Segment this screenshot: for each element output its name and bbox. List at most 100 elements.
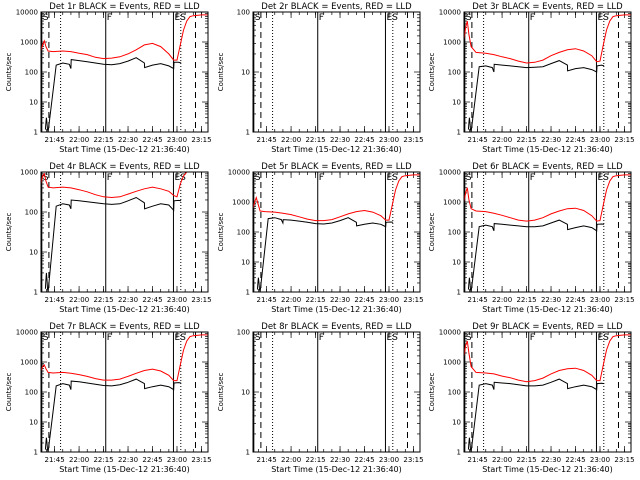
x-tick-label: 22:00: [69, 136, 89, 144]
x-tick-label: 22:30: [330, 456, 350, 464]
x-axis-label: Start Time (15-Dec-12 21:36:40): [271, 145, 402, 154]
axis-ticks: [41, 331, 208, 453]
x-tick-label: 22:45: [354, 296, 374, 304]
x-tick-label: 22:15: [516, 456, 536, 464]
y-tick-label: 10000: [439, 329, 461, 337]
x-tick-label: 23:00: [167, 456, 187, 464]
axis-ticks: [464, 11, 631, 133]
x-tick-label: 23:15: [191, 296, 211, 304]
chart-title: Det 5r BLACK = Events, RED = LLD: [261, 162, 412, 172]
y-axis-label: Counts/sec: [428, 53, 436, 92]
y-tick-label: 10: [452, 419, 461, 427]
axis-ticks: [464, 171, 631, 293]
y-tick-label: 10: [241, 389, 250, 397]
marker-label: S: [466, 173, 472, 183]
chart-panel: Det 8r BLACK = Events, RED = LLD Counts/s…: [217, 322, 424, 474]
y-tick-label: 10: [241, 69, 250, 77]
x-tick-label: 22:15: [305, 136, 325, 144]
x-tick-label: 23:15: [614, 296, 634, 304]
marker-label: ES: [174, 173, 186, 183]
marker-label: F: [107, 13, 112, 23]
y-tick-label: 100: [237, 229, 250, 237]
marker-label: F: [107, 173, 112, 183]
chart-panel: Det 5r BLACK = Events, RED = LLD Counts/s…: [217, 162, 424, 314]
marker-label: S: [466, 333, 472, 343]
y-tick-label: 100: [237, 9, 250, 17]
x-tick-label: 21:45: [257, 136, 277, 144]
chart-title: Det 6r BLACK = Events, RED = LLD: [472, 162, 623, 172]
series-lld-line: [464, 174, 631, 222]
x-tick-label: 22:45: [565, 296, 585, 304]
x-tick-label: 23:00: [590, 456, 610, 464]
series-lld-line: [41, 14, 208, 61]
x-tick-label: 23:15: [191, 136, 211, 144]
axis-ticks: [41, 11, 208, 133]
x-axis-label: Start Time (15-Dec-12 21:36:40): [59, 305, 190, 314]
y-axis-label: Counts/sec: [217, 213, 225, 252]
series-lld-line: [41, 334, 208, 382]
x-tick-label: 23:00: [379, 456, 399, 464]
series-lld-line: [253, 174, 420, 222]
y-tick-label: 10: [29, 419, 38, 427]
marker-label: ES: [386, 333, 398, 343]
x-tick-label: 22:30: [541, 296, 561, 304]
x-tick-label: 22:15: [305, 456, 325, 464]
marker-label: ES: [174, 333, 186, 343]
x-axis-label: Start Time (15-Dec-12 21:36:40): [482, 465, 613, 474]
y-tick-label: 1000: [20, 359, 38, 367]
y-tick-label: 1: [246, 129, 250, 137]
plot-frame: [463, 171, 632, 293]
plot-frame: [40, 331, 209, 453]
x-tick-label: 22:45: [354, 456, 374, 464]
x-tick-label: 22:00: [69, 296, 89, 304]
marker-label: S: [43, 333, 49, 343]
y-tick-label: 100: [25, 389, 38, 397]
marker-label: F: [319, 333, 324, 343]
axis-ticks: [41, 171, 208, 293]
series-events-line: [44, 378, 182, 452]
x-tick-label: 23:15: [403, 136, 423, 144]
x-tick-label: 22:00: [492, 296, 512, 304]
chart-title: Det 4r BLACK = Events, RED = LLD: [49, 162, 200, 172]
x-tick-label: 21:45: [45, 136, 65, 144]
x-tick-label: 23:15: [614, 456, 634, 464]
marker-label: F: [107, 333, 112, 343]
y-tick-label: 1: [457, 289, 461, 297]
chart-panel: Det 2r BLACK = Events, RED = LLD Counts/s…: [217, 2, 424, 154]
x-tick-label: 22:45: [354, 136, 374, 144]
axis-ticks: [253, 171, 420, 293]
x-tick-label: 21:45: [257, 456, 277, 464]
y-axis-label: Counts/sec: [217, 373, 225, 412]
x-tick-label: 22:30: [118, 136, 138, 144]
plot-frame: [252, 11, 421, 133]
y-axis-label: Counts/sec: [428, 213, 436, 252]
x-tick-label: 21:45: [45, 296, 65, 304]
x-tick-label: 22:45: [142, 296, 162, 304]
x-tick-label: 23:15: [403, 296, 423, 304]
x-tick-label: 23:15: [191, 456, 211, 464]
marker-label: ES: [597, 333, 609, 343]
marker-label: F: [319, 173, 324, 183]
axis-ticks: [253, 331, 420, 453]
marker-label: F: [530, 13, 535, 23]
x-tick-label: 21:45: [257, 296, 277, 304]
x-tick-label: 22:30: [541, 136, 561, 144]
x-tick-label: 22:00: [492, 136, 512, 144]
chart-title: Det 7r BLACK = Events, RED = LLD: [49, 322, 200, 332]
y-tick-label: 10000: [16, 329, 38, 337]
x-tick-label: 22:00: [492, 456, 512, 464]
series-events-line: [44, 196, 182, 292]
y-tick-label: 1000: [20, 39, 38, 47]
x-tick-label: 22:45: [565, 456, 585, 464]
y-tick-label: 1: [457, 129, 461, 137]
series-events-line: [44, 57, 182, 132]
series-events-line: [256, 217, 394, 292]
x-tick-label: 23:00: [167, 296, 187, 304]
marker-label: S: [43, 173, 49, 183]
y-tick-label: 1: [34, 449, 38, 457]
x-tick-label: 21:45: [468, 296, 488, 304]
y-tick-label: 100: [25, 69, 38, 77]
marker-label: S: [255, 173, 261, 183]
y-tick-label: 10: [452, 99, 461, 107]
y-tick-label: 10000: [439, 169, 461, 177]
